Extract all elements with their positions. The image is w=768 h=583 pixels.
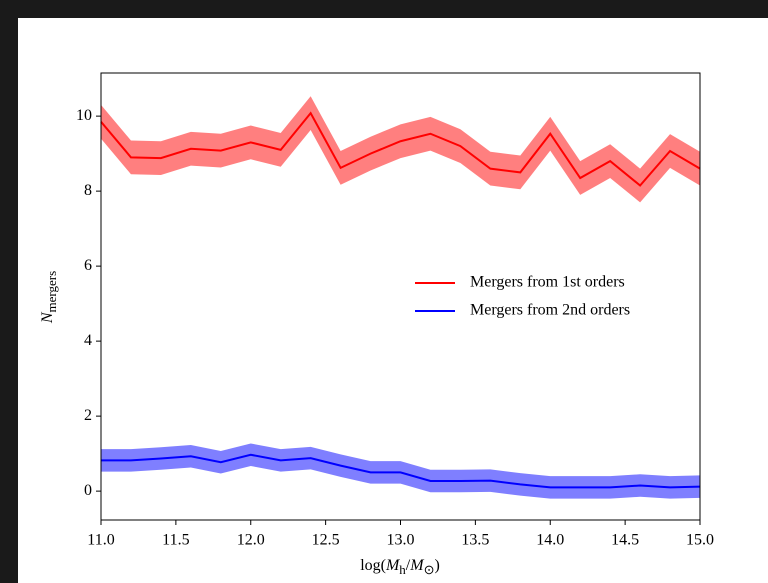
figure-background [18, 18, 768, 583]
y-tick-label: 0 [84, 482, 92, 499]
y-tick-label: 6 [84, 257, 92, 274]
legend-label: Mergers from 1st orders [470, 274, 625, 291]
x-tick-label: 14.5 [611, 532, 639, 549]
y-tick-label: 4 [84, 332, 92, 349]
x-axis-label: log(Mh/M⊙) [360, 557, 440, 577]
x-tick-label: 12.5 [312, 532, 340, 549]
legend-label: Mergers from 2nd orders [470, 302, 630, 319]
error-band [101, 96, 700, 203]
x-tick-label: 13.0 [387, 532, 415, 549]
x-tick-label: 12.0 [237, 532, 265, 549]
x-tick-label: 11.5 [162, 532, 189, 549]
error-band [101, 443, 700, 499]
x-tick-label: 15.0 [686, 532, 714, 549]
x-tick-label: 14.0 [536, 532, 564, 549]
x-tick-label: 11.0 [87, 532, 114, 549]
y-tick-label: 10 [76, 107, 92, 124]
x-tick-label: 13.5 [461, 532, 489, 549]
y-tick-label: 8 [84, 182, 92, 199]
y-tick-label: 2 [84, 407, 92, 424]
y-axis-label: Nmergers [39, 271, 59, 324]
series-line [100, 111, 701, 187]
series-line [101, 453, 701, 489]
